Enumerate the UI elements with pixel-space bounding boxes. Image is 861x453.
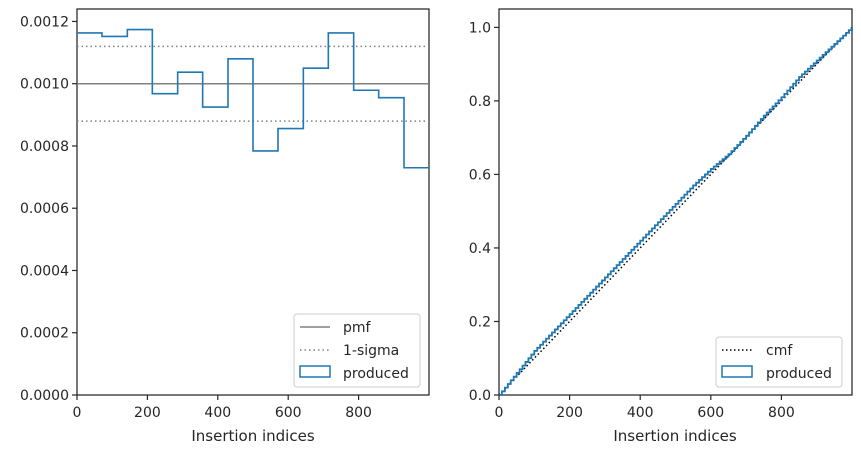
right-x-tick-label: 400: [627, 405, 654, 421]
right-x-tick-label: 800: [768, 405, 795, 421]
legend-cmf-label: cmf: [766, 343, 793, 359]
left-legend: pmf 1-sigma produced: [293, 313, 421, 388]
left-y-ticks: 0.0000 0.0002 0.0004 0.0006 0.0008 0.0010 0.00…: [20, 14, 77, 404]
left-y-tick-label: 0.0002: [20, 326, 69, 342]
left-y-tick-label: 0.0006: [20, 201, 69, 217]
right-x-tick-label: 600: [697, 405, 724, 421]
right-x-tick-label: 0: [495, 405, 504, 421]
right-legend: cmf produced: [715, 336, 843, 388]
left-y-tick-label: 0.0000: [20, 388, 69, 404]
right-y-tick-label: 0.2: [469, 314, 491, 330]
right-plot-frame: [498, 8, 853, 396]
left-marks: [77, 28, 429, 169]
cmf-line: [498, 26, 853, 396]
produced-cumulative: [499, 27, 853, 396]
left-x-ticks: 0 200 400 600 800: [73, 395, 372, 421]
legend-pmf-label: pmf: [343, 320, 372, 336]
right-y-tick-label: 0.6: [469, 167, 491, 183]
left-x-tick-label: 600: [275, 405, 302, 421]
right-x-axis-label: Insertion indices: [613, 427, 736, 445]
right-y-ticks: 0.0 0.2 0.4 0.6 0.8 1.0: [469, 20, 499, 404]
right-y-tick-label: 0.0: [469, 388, 491, 404]
legend-produced-swatch: [299, 365, 331, 378]
right-y-tick-label: 0.4: [469, 241, 491, 257]
left-chart: 0.0000 0.0002 0.0004 0.0006 0.0008 0.0010 0.00…: [20, 8, 430, 445]
legend-produced-label-right: produced: [766, 366, 832, 382]
left-y-tick-label: 0.0012: [20, 14, 69, 30]
right-y-tick-label: 1.0: [469, 20, 491, 36]
left-y-tick-label: 0.0010: [20, 77, 69, 93]
left-x-tick-label: 400: [204, 405, 231, 421]
left-y-tick-label: 0.0008: [20, 139, 69, 155]
legend-produced-label: produced: [343, 366, 409, 382]
left-x-axis-label: Insertion indices: [191, 427, 314, 445]
legend-sigma-label: 1-sigma: [343, 343, 399, 359]
produced-histogram: [77, 28, 429, 169]
left-y-tick-label: 0.0004: [20, 263, 69, 279]
left-x-tick-label: 0: [73, 405, 82, 421]
left-x-tick-label: 800: [345, 405, 372, 421]
right-marks: [498, 26, 853, 396]
right-chart: 0.0 0.2 0.4 0.6 0.8 1.0 0 200 400 600 800 Inserti…: [469, 8, 853, 445]
right-y-tick-label: 0.8: [469, 94, 491, 110]
left-legend-frame: [293, 313, 421, 388]
left-x-tick-label: 200: [134, 405, 161, 421]
legend-produced-swatch-right: [721, 365, 753, 378]
left-plot-frame: [76, 8, 430, 396]
right-x-ticks: 0 200 400 600 800: [495, 395, 795, 421]
right-x-tick-label: 200: [556, 405, 583, 421]
